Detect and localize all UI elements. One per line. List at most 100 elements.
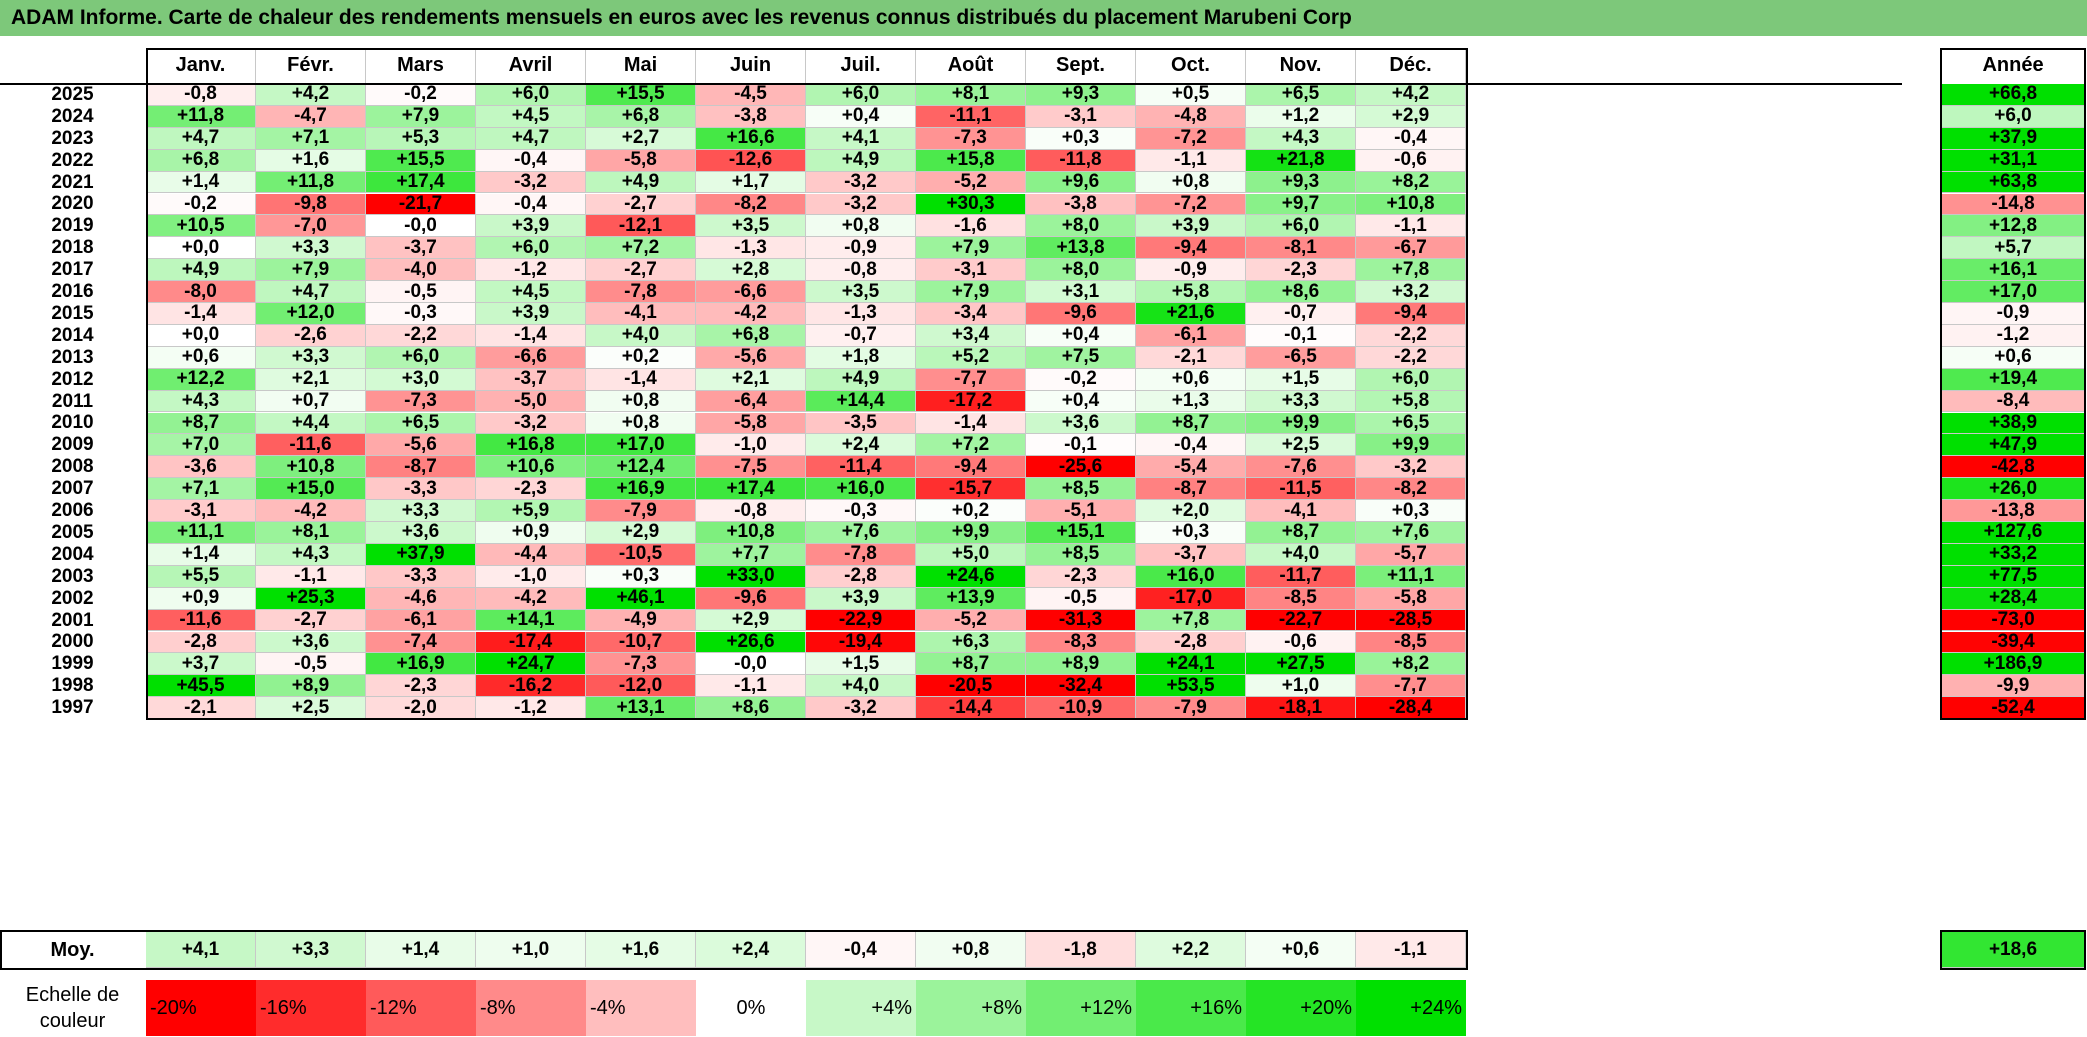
annual-cell: +31,1: [1940, 149, 2086, 172]
heatmap-cell: -31,3: [1026, 609, 1136, 632]
heatmap-cell: +0,4: [1026, 390, 1136, 413]
heatmap-cell: -3,3: [366, 565, 476, 588]
heatmap-cell: +6,5: [366, 412, 476, 435]
heatmap-cell: +4,0: [586, 324, 696, 347]
heatmap-cell: +0,4: [1026, 324, 1136, 347]
heatmap-cell: +2,1: [696, 368, 806, 391]
heatmap-cell: +0,0: [146, 237, 256, 260]
column-header: Mai: [586, 48, 696, 83]
heatmap-cell: +2,7: [586, 127, 696, 150]
year-label: 2003: [51, 565, 94, 587]
heatmap-cell: -15,7: [916, 478, 1026, 501]
heatmap-cell: -5,8: [696, 412, 806, 435]
heatmap-cell: -2,7: [586, 193, 696, 216]
heatmap-cell: -0,2: [366, 83, 476, 106]
heatmap-cell: +7,2: [586, 237, 696, 260]
year-label: 2024: [51, 105, 94, 127]
page-title: ADAM Informe. Carte de chaleur des rende…: [0, 0, 2087, 36]
heatmap-cell: -2,7: [586, 259, 696, 282]
heatmap-cell: +0,7: [256, 390, 366, 413]
heatmap-cell: -4,7: [256, 105, 366, 128]
heatmap-cell: +3,7: [146, 653, 256, 676]
heatmap-cell: +10,5: [146, 215, 256, 238]
heatmap-cell: +0,3: [1026, 127, 1136, 150]
heatmap-cell: +4,3: [1246, 127, 1356, 150]
year-label: 1999: [51, 653, 94, 675]
heatmap-cell: +6,0: [1246, 215, 1356, 238]
heatmap-cell: -2,1: [146, 697, 256, 720]
annual-cell: +0,6: [1940, 346, 2086, 369]
color-scale-step: 0%: [696, 980, 806, 1036]
heatmap-cell: +6,0: [1356, 368, 1466, 391]
annual-cell: -9,9: [1940, 675, 2086, 698]
color-scale-step: -16%: [256, 980, 366, 1036]
heatmap-cell: -11,6: [256, 434, 366, 457]
heatmap-cell: +3,6: [366, 521, 476, 544]
heatmap-cell: -8,3: [1026, 631, 1136, 654]
heatmap-cell: +10,8: [256, 456, 366, 479]
heatmap-cell: +5,5: [146, 565, 256, 588]
color-scale-label: Echelle de couleur: [25, 984, 120, 1032]
annual-cell: -0,9: [1940, 302, 2086, 325]
heatmap-cell: -4,4: [476, 543, 586, 566]
column-header: Févr.: [256, 48, 366, 83]
heatmap-cell: +8,5: [1026, 543, 1136, 566]
heatmap-cell: +12,4: [586, 456, 696, 479]
heatmap-cell: -9,6: [1026, 302, 1136, 325]
heatmap-cell: -1,4: [916, 412, 1026, 435]
heatmap-cell: -11,7: [1246, 565, 1356, 588]
heatmap-cell: +10,6: [476, 456, 586, 479]
heatmap-cell: -4,9: [586, 609, 696, 632]
heatmap-cell: +4,1: [806, 127, 916, 150]
heatmap-cell: +5,8: [1356, 390, 1466, 413]
heatmap-cell: -3,5: [806, 412, 916, 435]
heatmap-cell: +3,1: [1026, 281, 1136, 303]
heatmap-cell: -7,2: [1136, 193, 1246, 216]
heatmap-cell: +7,9: [916, 281, 1026, 303]
heatmap-cell: +45,5: [146, 675, 256, 698]
heatmap-cell: -20,5: [916, 675, 1026, 698]
heatmap-cell: +7,9: [256, 259, 366, 282]
heatmap-cell: -2,7: [256, 609, 366, 632]
heatmap-cell: -1,0: [696, 434, 806, 457]
heatmap-cell: +24,6: [916, 565, 1026, 588]
heatmap-cell: -9,4: [1136, 237, 1246, 260]
heatmap-cell: +9,7: [1246, 193, 1356, 216]
heatmap-cell: +3,0: [366, 368, 476, 391]
heatmap-cell: +1,0: [1246, 675, 1356, 698]
heatmap-cell: +10,8: [696, 521, 806, 544]
heatmap-cell: -0,9: [806, 237, 916, 260]
heatmap-cell: -0,1: [1246, 324, 1356, 347]
heatmap-cell: -6,4: [696, 390, 806, 413]
heatmap-cell: -2,2: [1356, 324, 1466, 347]
heatmap-cell: +2,4: [806, 434, 916, 457]
heatmap-cell: +7,9: [916, 237, 1026, 260]
annual-cell: -52,4: [1940, 697, 2086, 720]
year-label: 2020: [51, 193, 94, 215]
heatmap-cell: +15,8: [916, 149, 1026, 172]
heatmap-cell: +6,5: [1356, 412, 1466, 435]
annual-cell: -39,4: [1940, 631, 2086, 654]
heatmap-cell: -14,4: [916, 697, 1026, 720]
heatmap-cell: +0,3: [1356, 500, 1466, 522]
heatmap-cell: +24,1: [1136, 653, 1246, 676]
heatmap-cell: -7,4: [366, 631, 476, 654]
heatmap-cell: -6,1: [366, 609, 476, 632]
heatmap-cell: -17,4: [476, 631, 586, 654]
heatmap-cell: -8,2: [696, 193, 806, 216]
heatmap-cell: +5,0: [916, 543, 1026, 566]
heatmap-cell: -3,7: [366, 237, 476, 260]
heatmap-cell: +3,5: [806, 281, 916, 303]
heatmap-cell: -7,8: [586, 281, 696, 303]
heatmap-cell: -0,4: [1356, 127, 1466, 150]
heatmap-cell: +11,8: [146, 105, 256, 128]
heatmap-cell: +8,9: [1026, 653, 1136, 676]
heatmap-cell: -6,6: [476, 346, 586, 369]
heatmap-cell: +8,9: [256, 675, 366, 698]
heatmap-cell: -1,0: [476, 565, 586, 588]
heatmap-cell: -1,3: [806, 302, 916, 325]
heatmap-cell: +9,9: [1246, 412, 1356, 435]
average-cell: +2,2: [1136, 932, 1246, 968]
annual-cell: +47,9: [1940, 434, 2086, 457]
average-cell: -1,1: [1356, 932, 1466, 968]
